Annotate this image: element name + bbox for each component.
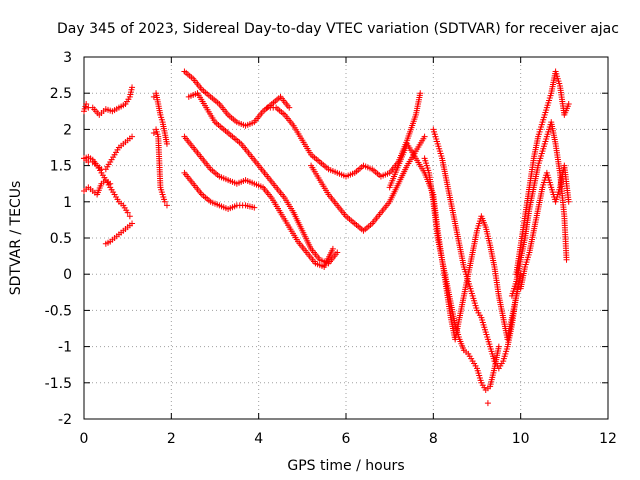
data-point bbox=[150, 93, 157, 100]
data-point bbox=[163, 202, 170, 209]
data-point bbox=[83, 101, 90, 108]
y-tick-label: -2 bbox=[58, 412, 72, 428]
series-arc-e bbox=[102, 220, 136, 247]
grid-lines bbox=[83, 56, 609, 420]
data-point bbox=[484, 400, 491, 407]
data-point bbox=[495, 343, 502, 350]
series-arc-q bbox=[513, 68, 572, 278]
y-tick-label: -0.5 bbox=[45, 303, 72, 319]
x-tick-label: 6 bbox=[342, 431, 351, 447]
data-point bbox=[129, 133, 136, 140]
data-series bbox=[81, 68, 572, 407]
data-point bbox=[565, 101, 572, 108]
y-tick-label: 3 bbox=[63, 50, 72, 66]
axis-ticks: 0 2 4 6 8 10 12 -2 -1.5 -1 -0.5 0 0.5 1 1.5 2 2.5 3 bbox=[45, 50, 617, 447]
data-point bbox=[163, 140, 170, 147]
x-tick-label: 10 bbox=[512, 431, 530, 447]
data-point bbox=[129, 220, 136, 227]
y-tick-label: -1.5 bbox=[45, 376, 72, 392]
y-tick-label: 2.5 bbox=[50, 86, 72, 102]
data-point bbox=[129, 84, 136, 91]
series-arc-a bbox=[81, 84, 136, 118]
series-arc-k bbox=[181, 169, 258, 213]
x-tick-label: 4 bbox=[254, 431, 263, 447]
data-point bbox=[150, 130, 157, 137]
data-point bbox=[126, 213, 133, 220]
data-point bbox=[161, 198, 168, 205]
data-point bbox=[124, 209, 131, 216]
series-arc-f bbox=[150, 90, 170, 147]
y-tick-label: 1 bbox=[63, 195, 72, 211]
series-arc-r bbox=[508, 119, 570, 299]
y-tick-label: -1 bbox=[58, 340, 72, 356]
series-arc-d bbox=[81, 177, 114, 198]
x-axis-label: GPS time / hours bbox=[287, 458, 404, 474]
data-point bbox=[565, 198, 572, 205]
series-arc-m bbox=[308, 133, 428, 234]
data-point bbox=[107, 180, 114, 187]
x-tick-label: 0 bbox=[80, 431, 89, 447]
series-arc-o bbox=[421, 155, 502, 394]
series-arc-j bbox=[181, 133, 336, 270]
x-tick-label: 8 bbox=[429, 431, 438, 447]
series-outlier bbox=[484, 400, 491, 407]
y-tick-label: 2 bbox=[63, 122, 72, 138]
series-arc-h bbox=[181, 68, 293, 129]
data-point bbox=[286, 104, 293, 111]
data-point bbox=[251, 204, 258, 211]
series-arc-p bbox=[430, 126, 524, 372]
x-tick-label: 2 bbox=[167, 431, 176, 447]
x-tick-label: 12 bbox=[599, 431, 617, 447]
data-point bbox=[563, 256, 570, 263]
y-tick-label: 1.5 bbox=[50, 159, 72, 175]
y-tick-label: 0.5 bbox=[50, 231, 72, 247]
y-tick-label: 0 bbox=[63, 267, 72, 283]
chart-title: Day 345 of 2023, Sidereal Day-to-day VTE… bbox=[57, 21, 619, 37]
series-arc-g bbox=[150, 126, 170, 209]
data-point bbox=[421, 133, 428, 140]
data-point bbox=[334, 249, 341, 256]
series-arc-c bbox=[81, 133, 136, 173]
series-arc-l bbox=[264, 90, 424, 180]
y-axis-label: SDTVAR / TECUs bbox=[8, 181, 24, 296]
data-point bbox=[329, 245, 336, 252]
series-arc-s bbox=[517, 162, 572, 292]
data-point bbox=[417, 90, 424, 97]
series-arc-i bbox=[185, 90, 341, 267]
